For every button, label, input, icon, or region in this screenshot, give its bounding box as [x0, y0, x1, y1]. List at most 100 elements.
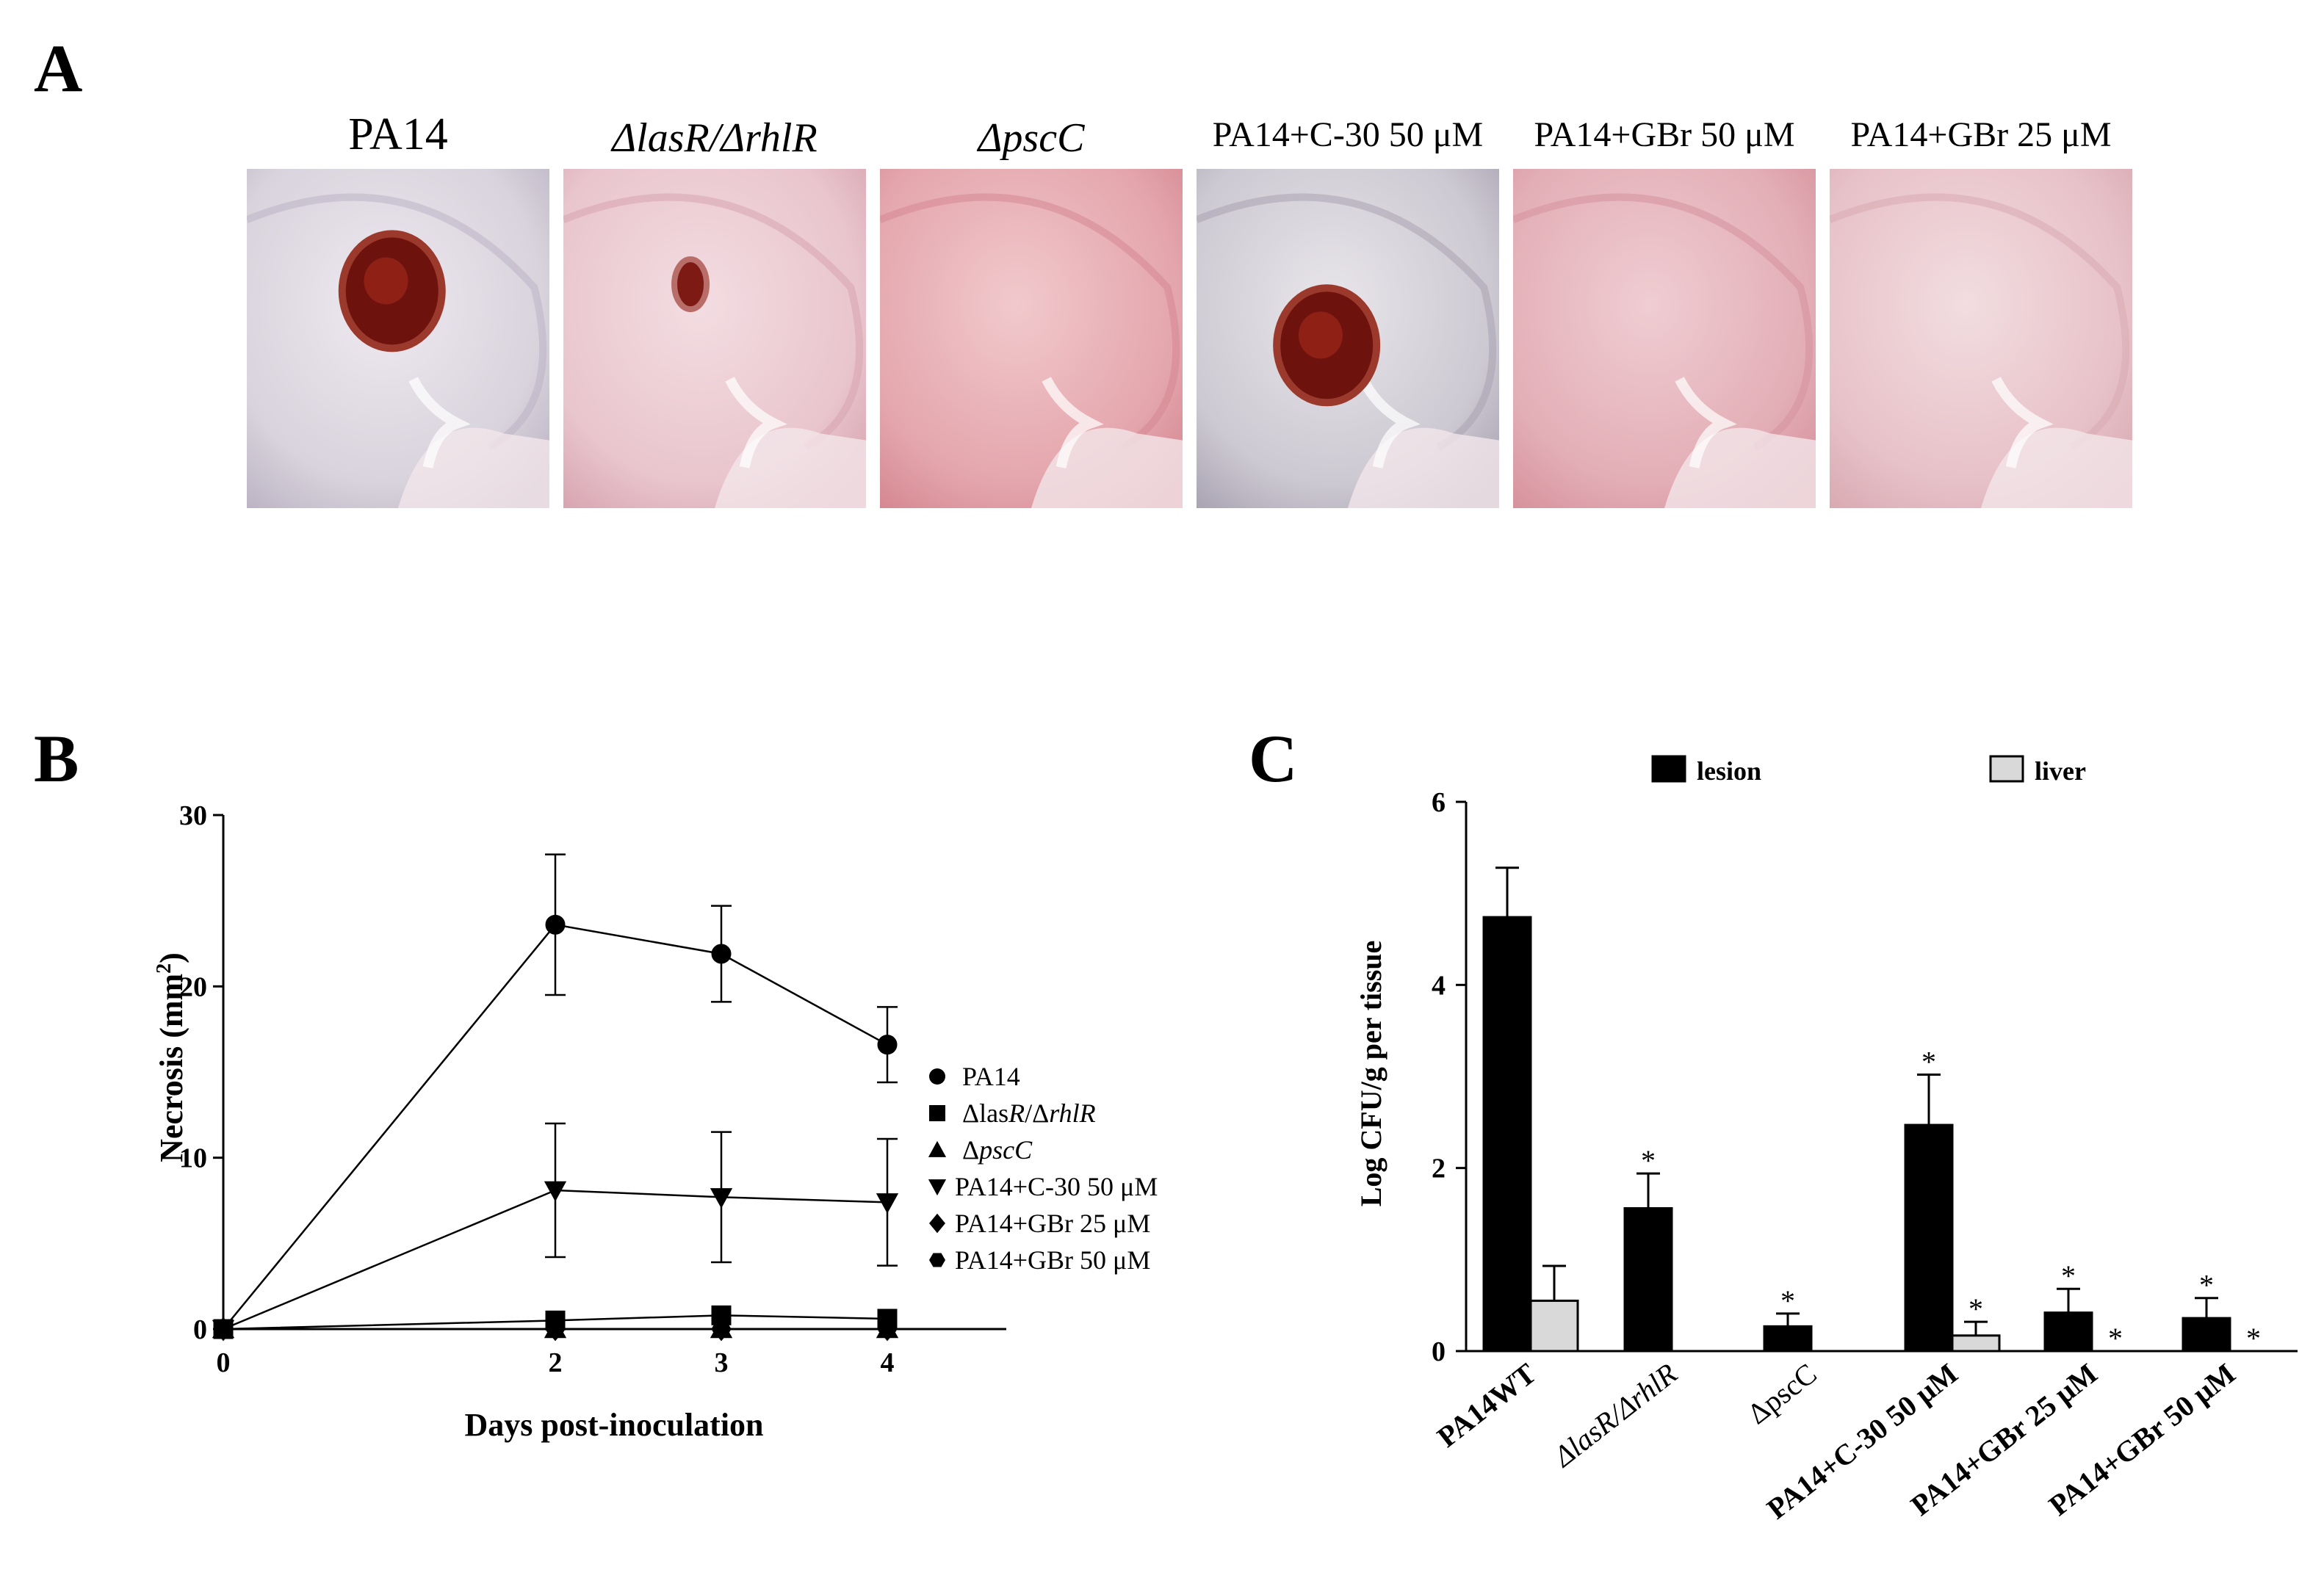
- photo-illustration: [1513, 169, 1816, 508]
- mouse-photo: [563, 169, 866, 508]
- mouse-photo: [247, 169, 549, 508]
- lesion-core: [1298, 311, 1343, 359]
- body-contour: [247, 193, 547, 451]
- series-line: [223, 923, 888, 1330]
- bar-rect: [2043, 1311, 2093, 1353]
- significance-star: *: [1921, 1046, 1936, 1079]
- photo-illustration: [880, 169, 1183, 508]
- panel-b-letter: B: [34, 721, 79, 796]
- marker-triangle-down: [876, 1193, 899, 1214]
- mouse-photo: [880, 169, 1183, 508]
- fur-highlight: [1675, 377, 1737, 468]
- fur-highlight: [725, 377, 787, 468]
- y-tick-label: 0: [193, 1314, 207, 1345]
- bar-rect: [2182, 1317, 2231, 1353]
- panel-a-letter: A: [34, 31, 83, 106]
- series-triangle-down: [212, 1122, 899, 1341]
- legend-item: ΔlasR/ΔrhlR: [929, 1098, 1096, 1128]
- body-contour: [563, 193, 864, 451]
- marker-circle: [877, 1035, 898, 1055]
- legend-item: PA14+GBr 50 μM: [929, 1245, 1150, 1275]
- bar-lesion: *: [2182, 1269, 2231, 1353]
- series-circle: [213, 853, 898, 1339]
- legend-label: PA14+C-30 50 μM: [955, 1172, 1158, 1201]
- fur-highlight: [408, 377, 471, 468]
- category-label: ΔlasR/ΔrhlR: [1546, 1357, 1684, 1474]
- marker-triangle-down: [544, 1181, 567, 1202]
- x-tick-label: 2: [549, 1347, 563, 1378]
- y-tick-label: 30: [179, 800, 207, 831]
- marker-triangle: [928, 1140, 947, 1157]
- marker-square: [711, 1305, 732, 1325]
- marker-square: [929, 1105, 945, 1121]
- bar-lesion: *: [1904, 1046, 1954, 1353]
- marker-circle: [929, 1068, 945, 1085]
- mouse-photo: [1830, 169, 2132, 508]
- photo-label: PA14+C-30 50 μM: [1212, 115, 1484, 154]
- legend-item: PA14+GBr 25 μM: [929, 1209, 1150, 1238]
- bar-liver: *: [2246, 1322, 2261, 1355]
- marker-circle: [545, 914, 566, 935]
- c-y-tick-label: 6: [1432, 787, 1446, 818]
- panel-c-letter: C: [1249, 721, 1298, 796]
- significance-star: *: [1968, 1292, 1983, 1325]
- marker-hexagon: [929, 1253, 945, 1267]
- photo-label: ΔlasR/ΔrhlR: [612, 115, 818, 161]
- series-line: [223, 1314, 888, 1331]
- mouse-photo: [1513, 169, 1816, 508]
- c-y-tick-label: 4: [1432, 970, 1446, 1001]
- bar-rect: [1529, 1299, 1579, 1353]
- x-tick-label: 0: [217, 1347, 231, 1378]
- c-legend-swatch: [1989, 755, 2024, 783]
- photo-illustration: [563, 169, 866, 508]
- body-contour: [880, 193, 1180, 451]
- bar-liver: [1529, 1264, 1579, 1353]
- c-y-axis-label: Log CFU/g per tissue: [1354, 941, 1387, 1207]
- legend-label: PA14+GBr 50 μM: [955, 1245, 1150, 1275]
- significance-star: *: [1780, 1284, 1795, 1317]
- legend-item: ΔpscC: [928, 1135, 1033, 1165]
- category-label: ΔpscC: [1742, 1357, 1823, 1431]
- c-legend-item: liver: [1989, 755, 2086, 786]
- x-tick-label: 4: [881, 1347, 895, 1378]
- series-line: [223, 1189, 888, 1331]
- y-tick-label: 20: [179, 971, 207, 1002]
- y-tick-label: 10: [179, 1143, 207, 1174]
- photo-label: PA14: [348, 109, 448, 159]
- small-lesion: [671, 256, 710, 313]
- marker-diamond: [929, 1213, 945, 1234]
- marker-square: [545, 1310, 566, 1331]
- c-legend-swatch: [1651, 755, 1686, 783]
- bar-liver: *: [1951, 1292, 2001, 1353]
- fur-highlight: [1991, 377, 2054, 468]
- legend-label: PA14: [962, 1062, 1020, 1091]
- bar-lesion: *: [1623, 1144, 1673, 1353]
- significance-star: *: [2061, 1259, 2076, 1292]
- marker-triangle-down: [710, 1188, 733, 1209]
- c-y-tick-label: 2: [1432, 1154, 1446, 1184]
- marker-circle: [711, 944, 732, 964]
- significance-star: *: [2199, 1269, 2214, 1302]
- fur-highlight: [1358, 377, 1421, 468]
- c-legend-label: lesion: [1697, 756, 1761, 786]
- marker-triangle-down: [928, 1179, 947, 1196]
- bar-rect: [1623, 1207, 1673, 1353]
- photo-illustration: [1197, 169, 1499, 508]
- body-contour: [1513, 193, 1814, 451]
- bar-lesion: *: [1763, 1284, 1813, 1353]
- bar-rect: [1482, 916, 1532, 1353]
- significance-star: *: [2246, 1322, 2261, 1355]
- marker-square: [877, 1309, 898, 1329]
- category-label: PA14WT: [1431, 1356, 1542, 1453]
- bar-lesion: *: [2043, 1259, 2093, 1353]
- significance-star: *: [1641, 1144, 1656, 1177]
- bar-rect: [1763, 1325, 1813, 1353]
- photo-illustration: [247, 169, 549, 508]
- c-legend-item: lesion: [1651, 755, 1761, 786]
- significance-star: *: [2108, 1322, 2123, 1355]
- mouse-photo: [1197, 169, 1499, 508]
- marker-circle: [213, 1319, 234, 1339]
- legend-label: ΔpscC: [962, 1135, 1033, 1165]
- photo-label: PA14+GBr 50 μM: [1534, 115, 1795, 154]
